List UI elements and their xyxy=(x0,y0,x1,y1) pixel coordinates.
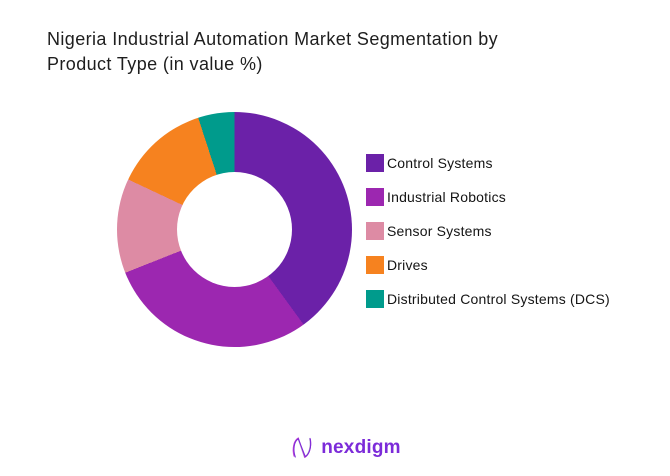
legend-swatch-drives xyxy=(366,256,384,274)
brand-name: nexdigm xyxy=(321,436,401,458)
legend-label-distributed-control-systems-dcs: Distributed Control Systems (DCS) xyxy=(387,291,610,307)
legend-label-drives: Drives xyxy=(387,257,428,273)
legend-label-industrial-robotics: Industrial Robotics xyxy=(387,189,506,205)
legend-item-control-systems: Control Systems xyxy=(366,154,610,172)
donut-hole xyxy=(177,172,292,287)
donut-chart xyxy=(117,112,352,347)
chart-title-line-1: Nigeria Industrial Automation Market Seg… xyxy=(47,29,499,49)
legend-swatch-control-systems xyxy=(366,154,384,172)
legend-item-drives: Drives xyxy=(366,256,610,274)
chart-legend: Control Systems Industrial Robotics Sensor… xyxy=(366,154,610,308)
nexdigm-n-wave-icon xyxy=(292,437,312,459)
legend-item-distributed-control-systems-dcs: Distributed Control Systems (DCS) xyxy=(366,290,610,308)
chart-title: Nigeria Industrial Automation Market Seg… xyxy=(47,27,498,77)
legend-item-sensor-systems: Sensor Systems xyxy=(366,222,610,240)
legend-swatch-sensor-systems xyxy=(366,222,384,240)
brand-logo: nexdigm xyxy=(289,434,401,461)
legend-swatch-distributed-control-systems-dcs xyxy=(366,290,384,308)
legend-swatch-industrial-robotics xyxy=(366,188,384,206)
chart-title-line-2: Product Type (in value %) xyxy=(47,54,263,74)
legend-label-control-systems: Control Systems xyxy=(387,155,493,171)
legend-item-industrial-robotics: Industrial Robotics xyxy=(366,188,610,206)
legend-label-sensor-systems: Sensor Systems xyxy=(387,223,492,239)
